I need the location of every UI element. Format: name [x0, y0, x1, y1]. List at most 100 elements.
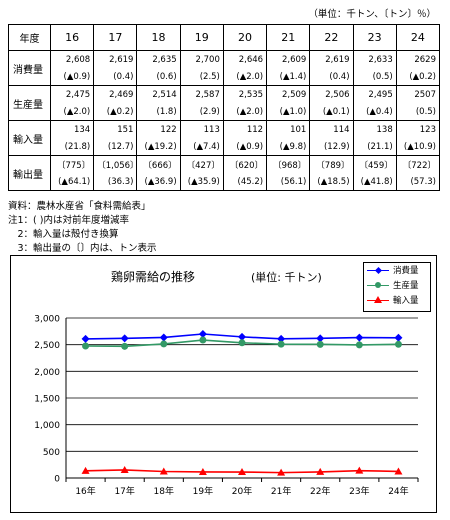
data-point-diamond	[355, 333, 364, 342]
source-note: 資料：農林水産省「食料需給表」	[8, 201, 151, 212]
table-cell-change-rate: (56.1)	[266, 173, 311, 191]
data-point-circle	[160, 340, 168, 348]
data-point-triangle	[316, 467, 325, 475]
supply-table: 年度 16 17 18 19 20 21 22 23 24 消費量 2,608 2,…	[8, 24, 441, 191]
table-cell-value: 〔968〕	[266, 155, 311, 173]
year-header: 21	[266, 24, 311, 51]
table-cell-value: 2,506	[309, 85, 354, 103]
data-point-circle	[355, 341, 363, 349]
table-cell-change-rate: (0.4)	[309, 68, 354, 86]
table-cell-change-rate: (▲2.0)	[49, 103, 95, 121]
year-header: 20	[222, 24, 268, 51]
year-header: 17	[93, 24, 138, 51]
x-tick-label: 16年	[75, 485, 95, 497]
table-cell-value: 2,646	[222, 50, 268, 68]
table-row-change: (▲2.0) (▲0.2) (1.8) (2.9) (▲2.0) (▲1.0) (▲0.1)…	[9, 103, 441, 121]
table-cell-value: 〔620〕	[222, 155, 268, 173]
y-tick-label: 500	[43, 448, 60, 458]
line-chart: 鶏卵需給の推移 (単位: 千トン) 0 500 1,000 1,500 2,000 2,500…	[34, 270, 419, 497]
chart-unit: (単位: 千トン)	[251, 270, 322, 284]
year-header: 23	[352, 24, 397, 51]
table-cell-value: 112	[222, 120, 268, 138]
table-cell-value: 2,475	[49, 85, 95, 103]
data-point-triangle	[81, 466, 90, 474]
table-cell-change-rate: (▲0.2)	[395, 68, 441, 86]
table-cell-change-rate: (▲2.0)	[222, 103, 268, 121]
table-cell-value: 123	[395, 120, 441, 138]
table-cell-value: 2,495	[352, 85, 397, 103]
data-point-circle	[121, 342, 129, 350]
data-point-circle	[82, 342, 90, 350]
table-cell-value: 〔722〕	[395, 155, 441, 173]
x-tick-label: 24年	[388, 485, 408, 497]
x-tick-label: 20年	[232, 485, 252, 497]
table-cell-change-rate: (▲7.4)	[179, 138, 224, 156]
legend-label: 消費量	[393, 266, 419, 276]
table-cell-value: 2,509	[266, 85, 311, 103]
table-cell-value: 151	[93, 120, 138, 138]
y-tick-label: 2,500	[34, 341, 60, 351]
table-cell-change-rate: (▲2.0)	[222, 68, 268, 86]
y-tick-label: 1,500	[34, 395, 60, 405]
chart-panel: 鶏卵需給の推移 (単位: 千トン) 0 500 1,000 1,500 2,000 2,500…	[10, 255, 437, 513]
table-cell-value: 〔775〕	[49, 155, 95, 173]
year-header: 18	[136, 24, 181, 51]
table-cell-change-rate: (▲0.2)	[93, 103, 138, 121]
y-tick-label: 0	[54, 475, 60, 485]
table-cell-value: 2,535	[222, 85, 268, 103]
table-cell-change-rate: (57.3)	[395, 173, 441, 191]
table-cell-change-rate: (0.5)	[395, 103, 441, 121]
data-point-diamond	[159, 333, 168, 342]
table-cell-value: 2629	[395, 50, 441, 68]
table-cell-value: 101	[266, 120, 311, 138]
row-label: 生産量	[8, 85, 51, 121]
table-row-change: (▲0.9) (0.4) (0.6) (2.5) (▲2.0) (▲1.4) (0.4) (0…	[9, 68, 441, 86]
table-row: 生産量 2,475 2,469 2,514 2,587 2,535 2,509 2,506 2,…	[8, 85, 441, 121]
table-row-change: (21.8) (12.7) (▲19.2) (▲7.4) (▲0.9) (▲9.8) (12…	[9, 138, 441, 156]
data-point-diamond	[394, 333, 403, 342]
x-tick-label: 21年	[271, 485, 291, 497]
x-tick-label: 18年	[154, 485, 174, 497]
table-cell-value: 2,635	[136, 50, 181, 68]
data-point-triangle	[355, 466, 364, 474]
data-point-circle	[199, 336, 207, 344]
year-header: 16	[49, 24, 95, 51]
year-header: 24	[395, 24, 441, 51]
data-point-circle	[394, 340, 402, 348]
data-point-diamond	[120, 334, 129, 343]
table-cell-change-rate: (▲41.8)	[352, 173, 397, 191]
table-cell-value: 〔1,056〕	[93, 155, 138, 173]
legend-label: 生産量	[393, 281, 419, 291]
data-point-triangle	[159, 467, 168, 475]
table-cell-value: 134	[49, 120, 95, 138]
table-cell-change-rate: (45.2)	[222, 173, 268, 191]
note-1: 注1：( )内は対前年度増減率	[8, 215, 129, 226]
chart-legend: 消費量生産量輸入量	[363, 262, 431, 312]
chart-title: 鶏卵需給の推移	[111, 270, 195, 284]
data-point-triangle	[198, 467, 207, 475]
table-cell-change-rate: (0.5)	[352, 68, 397, 86]
data-point-triangle	[120, 465, 129, 473]
data-point-diamond	[238, 332, 246, 341]
table-cell-value: 114	[309, 120, 354, 138]
table-cell-change-rate: (▲1.4)	[266, 68, 311, 86]
data-point-circle	[277, 340, 285, 348]
table-cell-change-rate: (2.5)	[179, 68, 224, 86]
table-cell-value: 〔666〕	[136, 155, 181, 173]
row-label: 消費量	[8, 50, 51, 86]
row-label: 輸出量	[8, 155, 51, 191]
table-cell-change-rate: (▲35.9)	[179, 173, 224, 191]
data-point-diamond	[316, 334, 325, 343]
data-point-circle	[238, 339, 246, 347]
table-header-row: 年度 16 17 18 19 20 21 22 23 24	[8, 24, 441, 51]
data-point-triangle	[277, 468, 286, 476]
data-point-diamond	[277, 334, 286, 343]
table-cell-change-rate: (2.9)	[179, 103, 224, 121]
legend-entry: 消費量	[364, 263, 430, 278]
legend-entry: 輸入量	[364, 293, 430, 308]
year-header-label: 年度	[8, 24, 51, 51]
table-cell-change-rate: (12.9)	[309, 138, 354, 156]
table-cell-value: 2507	[395, 85, 441, 103]
data-point-circle	[316, 340, 324, 348]
y-tick-label: 3,000	[34, 315, 60, 325]
